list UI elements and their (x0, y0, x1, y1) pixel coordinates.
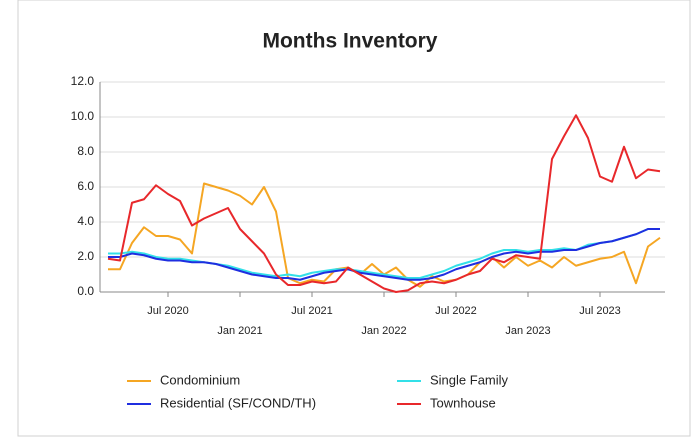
legend-label: Townhouse (430, 395, 496, 410)
x-tick-label: Jan 2022 (361, 325, 406, 337)
x-tick-label: Jan 2021 (217, 325, 262, 337)
x-tick-label: Jul 2022 (435, 305, 477, 317)
y-tick-label: 0.0 (77, 284, 94, 298)
x-tick-label: Jan 2023 (505, 325, 550, 337)
y-tick-label: 6.0 (77, 179, 94, 193)
y-tick-label: 2.0 (77, 249, 94, 263)
x-tick-label: Jul 2023 (579, 305, 621, 317)
legend-label: Residential (SF/COND/TH) (160, 395, 316, 410)
x-tick-label: Jul 2020 (147, 305, 189, 317)
series-line (108, 228, 660, 281)
legend-label: Condominium (160, 372, 240, 387)
legend-label: Single Family (430, 372, 509, 387)
x-tick-label: Jul 2021 (291, 305, 333, 317)
panel (17, 0, 691, 437)
y-tick-label: 12.0 (71, 74, 95, 88)
series-line (107, 114, 661, 293)
chart-title: Months Inventory (262, 30, 437, 53)
y-tick-label: 8.0 (77, 144, 94, 158)
y-tick-label: 10.0 (71, 109, 95, 123)
y-tick-label: 4.0 (77, 214, 94, 228)
